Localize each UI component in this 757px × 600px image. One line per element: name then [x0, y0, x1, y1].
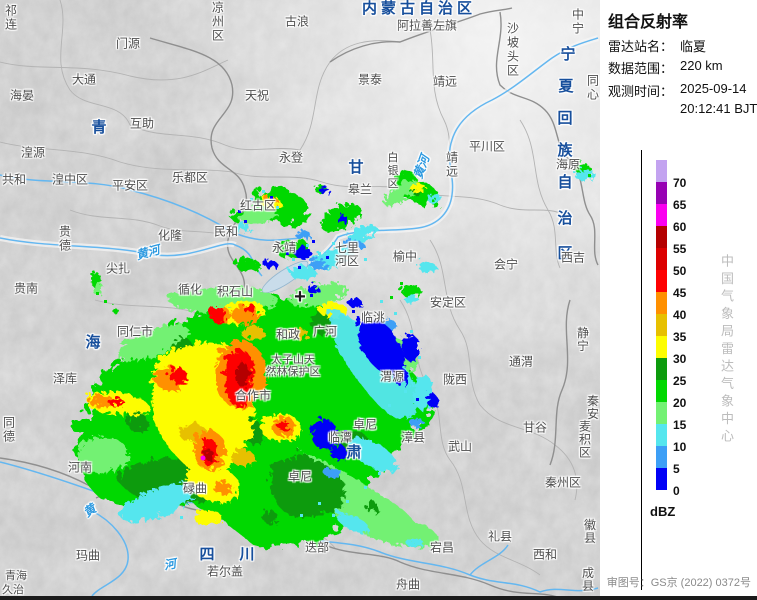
product-title: 组合反射率: [608, 14, 689, 31]
time-label: 观测时间：: [608, 84, 674, 99]
dbz-unit-label: dBZ: [650, 504, 676, 519]
legend-block: 35: [656, 314, 686, 344]
legend-tick-label: 25: [673, 374, 687, 388]
legend-tick-label: 0: [673, 484, 680, 498]
legend-block: 0: [656, 468, 680, 498]
watermark-text: 中国气象局雷达气象中心: [719, 254, 734, 447]
legend-tick-label: 65: [673, 198, 687, 212]
time-date-value: 2025-09-14: [680, 81, 747, 96]
dbz-colorbar: 70 65 60 55 50 45 40 35 30 25 20 15 10 5 0: [656, 160, 686, 498]
legend-block: 30: [656, 336, 686, 366]
legend-tick-label: 40: [673, 308, 687, 322]
panel-divider-line: [641, 150, 642, 590]
range-label: 数据范围：: [608, 61, 674, 76]
range-row: 数据范围： 220 km: [608, 58, 723, 77]
legend-block: 5: [656, 446, 680, 476]
legend-tick-label: 30: [673, 352, 687, 366]
legend-tick-label: 35: [673, 330, 687, 344]
legend-block: 45: [656, 270, 686, 300]
echo-speckles: [96, 160, 591, 523]
radar-echoes: [70, 160, 593, 546]
radar-map: 祁连 门源 大通 海晏 互助 凉州区 古浪 天祝 景泰 内蒙古自治区 阿拉善左旗 中宁 沙坡头区 同心宁夏…: [0, 0, 600, 596]
legend-tick-label: 50: [673, 264, 687, 278]
legend-block: 25: [656, 358, 686, 388]
station-value: 临夏: [680, 39, 707, 54]
legend-block: 70: [656, 160, 686, 190]
legend-block: 60: [656, 204, 686, 234]
legend-tick-label: 20: [673, 396, 687, 410]
time-row: 观测时间： 2025-09-14: [608, 81, 747, 100]
legend-tick-label: 70: [673, 176, 687, 190]
legend-tick-label: 45: [673, 286, 687, 300]
legend-block: 15: [656, 402, 686, 432]
legend-block: 55: [656, 226, 686, 256]
range-value: 220 km: [680, 58, 723, 73]
legend-block: 10: [656, 424, 686, 454]
legend-block: 50: [656, 248, 686, 278]
map-canvas: [0, 0, 600, 596]
time-clock-value: 20:12:41 BJT: [680, 101, 757, 116]
legend-tick-label: 15: [673, 418, 687, 432]
station-label: 雷达站名：: [608, 39, 674, 54]
radar-station-mark: +: [294, 286, 306, 309]
legend-tick-label: 10: [673, 440, 687, 454]
map-approval-number: 审图号：GS京 (2022) 0372号: [606, 577, 751, 589]
legend-block: 20: [656, 380, 686, 410]
legend-tick-label: 5: [673, 462, 680, 476]
legend-block: 40: [656, 292, 686, 322]
info-panel: 组合反射率 雷达站名： 临夏 数据范围： 220 km 观测时间： 2025-0…: [600, 0, 757, 596]
legend-tick-label: 60: [673, 220, 687, 234]
legend-tick-label: 55: [673, 242, 687, 256]
legend-block: 65: [656, 182, 686, 212]
station-row: 雷达站名： 临夏: [608, 36, 706, 55]
